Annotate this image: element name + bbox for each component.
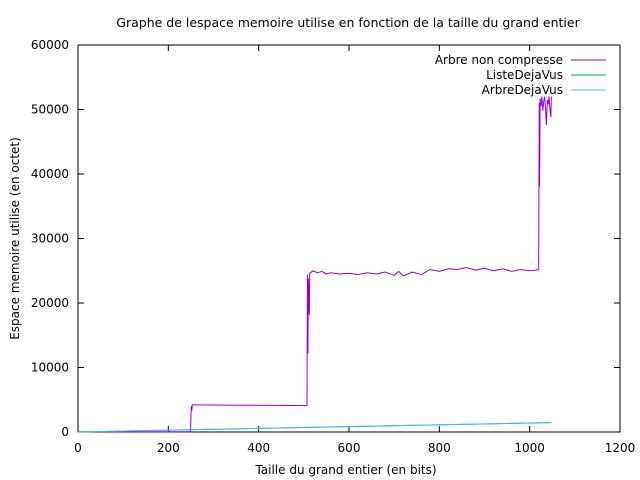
y-tick-label: 20000 bbox=[31, 296, 69, 310]
series-layer bbox=[77, 96, 552, 433]
legend: Arbre non compresseListeDejaVusArbreDeja… bbox=[435, 53, 606, 97]
x-axis-label: Taille du grand entier (en bits) bbox=[254, 463, 436, 477]
y-axis: 0 10000 20000 30000 40000 50000 60000 bbox=[31, 38, 620, 439]
y-axis-label: Espace memoire utilise (en octet) bbox=[8, 137, 22, 340]
chart-title: Graphe de lespace memoire utilise en fon… bbox=[116, 15, 580, 30]
x-tick-label: 0 bbox=[74, 441, 82, 455]
series-line-0 bbox=[78, 96, 552, 433]
y-tick-label: 10000 bbox=[31, 361, 69, 375]
y-tick-label: 0 bbox=[61, 425, 69, 439]
y-tick-label: 50000 bbox=[31, 103, 69, 117]
y-tick-label: 40000 bbox=[31, 167, 69, 181]
legend-label: Arbre non compresse bbox=[435, 53, 563, 67]
x-tick-label: 200 bbox=[157, 441, 180, 455]
x-tick-label: 800 bbox=[428, 441, 451, 455]
x-tick-label: 400 bbox=[247, 441, 270, 455]
y-tick-label: 30000 bbox=[31, 232, 69, 246]
x-tick-label: 1200 bbox=[605, 441, 636, 455]
series-line-2 bbox=[77, 422, 552, 433]
x-tick-label: 1000 bbox=[514, 441, 545, 455]
y-tick-label: 60000 bbox=[31, 38, 69, 52]
legend-label: ArbreDejaVus bbox=[482, 83, 563, 97]
x-axis: 0 200 400 600 800 1000 1200 bbox=[74, 45, 635, 455]
legend-label: ListeDejaVus bbox=[486, 68, 563, 82]
x-tick-label: 600 bbox=[338, 441, 361, 455]
